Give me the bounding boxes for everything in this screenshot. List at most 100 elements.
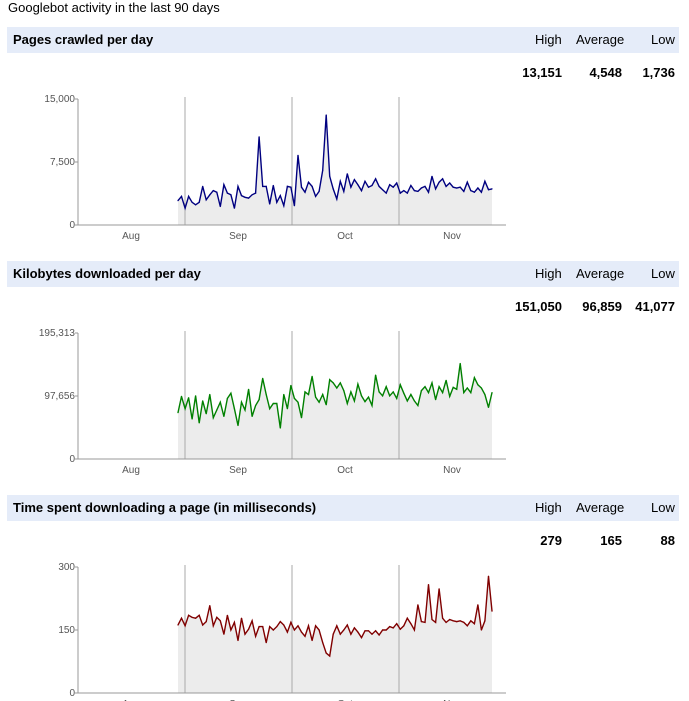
data-point (279, 621, 281, 623)
data-point (420, 390, 422, 392)
data-point (410, 623, 412, 625)
data-point (315, 195, 317, 197)
data-point (336, 625, 338, 627)
data-point (343, 190, 345, 192)
data-point (240, 617, 243, 619)
data-point (413, 400, 415, 402)
data-point (269, 408, 271, 410)
data-point (339, 633, 341, 635)
chart-header: Time spent downloading a page (in millis… (7, 495, 679, 521)
area-fill (178, 115, 492, 225)
data-point (212, 625, 214, 627)
data-point (205, 199, 207, 201)
data-point (223, 184, 225, 186)
stat-low-value: 41,077 (635, 299, 675, 314)
data-point (233, 621, 235, 623)
data-point (431, 618, 433, 621)
data-point (459, 620, 461, 622)
chart-section: Kilobytes downloaded per day High Average L… (0, 261, 689, 476)
y-tick-label: 0 (69, 454, 75, 465)
data-point (307, 393, 310, 396)
chart-header: Pages crawled per day High Average Low (7, 27, 679, 53)
data-point (202, 624, 204, 626)
data-point (438, 588, 440, 590)
data-point (237, 424, 239, 427)
area-fill (178, 363, 492, 459)
data-point (406, 400, 408, 402)
data-point (442, 178, 444, 180)
data-point (283, 624, 285, 626)
data-point (297, 625, 299, 627)
data-point (269, 626, 271, 628)
data-point (276, 626, 278, 628)
data-point (385, 629, 387, 631)
data-point (343, 629, 345, 631)
data-point (230, 629, 232, 631)
data-point (230, 392, 232, 394)
x-tick-label: Aug (122, 231, 140, 242)
data-point (396, 623, 398, 625)
data-point (248, 197, 250, 199)
data-point (216, 191, 218, 193)
data-point (473, 623, 475, 625)
data-point (389, 395, 391, 397)
data-point (385, 386, 387, 388)
data-point (459, 362, 461, 365)
data-point (410, 393, 412, 396)
data-point (487, 189, 490, 191)
data-point (195, 617, 197, 619)
data-point (406, 192, 408, 194)
stat-average-value: 4,548 (589, 65, 622, 80)
data-point (396, 397, 398, 399)
y-tick-label: 195,313 (39, 328, 76, 339)
data-point (293, 205, 295, 207)
stat-high-value: 13,151 (522, 65, 562, 80)
data-point (205, 413, 207, 415)
data-point (195, 204, 197, 206)
data-point (276, 402, 278, 405)
data-point (255, 404, 257, 407)
data-point (367, 396, 370, 398)
y-tick-label: 150 (58, 625, 75, 636)
data-point (410, 184, 412, 187)
data-point (272, 629, 274, 631)
data-point (258, 136, 260, 138)
x-tick-label: Oct (337, 231, 353, 242)
data-point (300, 417, 303, 419)
data-point (283, 393, 285, 396)
data-point (318, 190, 320, 192)
data-point (470, 620, 472, 622)
data-point (445, 185, 447, 187)
data-point (427, 191, 430, 193)
data-point (449, 618, 451, 621)
data-point (449, 182, 451, 184)
data-point (487, 575, 490, 577)
chart-section: Time spent downloading a page (in millis… (0, 495, 689, 701)
data-point (350, 633, 352, 635)
chart-title: Time spent downloading a page (in millis… (13, 500, 317, 515)
data-point (364, 630, 366, 632)
data-point (385, 192, 387, 194)
data-point (248, 628, 250, 630)
y-tick-label: 0 (69, 220, 75, 231)
data-point (322, 393, 324, 396)
data-point (442, 392, 444, 394)
column-header-low: Low (651, 500, 675, 515)
stat-low-value: 1,736 (642, 65, 675, 80)
data-point (258, 399, 260, 401)
chart-header: Kilobytes downloaded per day High Average L… (7, 261, 679, 287)
data-point (364, 180, 366, 182)
data-point (346, 173, 348, 175)
data-point (424, 185, 426, 187)
data-point (315, 396, 317, 398)
data-point (406, 617, 408, 619)
data-point (470, 190, 472, 192)
series-line (177, 114, 493, 211)
data-point (311, 185, 313, 187)
data-point (226, 614, 228, 616)
data-point (286, 408, 288, 410)
data-point (427, 584, 430, 586)
data-point (293, 629, 295, 631)
data-point (286, 631, 288, 633)
data-point (435, 188, 437, 190)
